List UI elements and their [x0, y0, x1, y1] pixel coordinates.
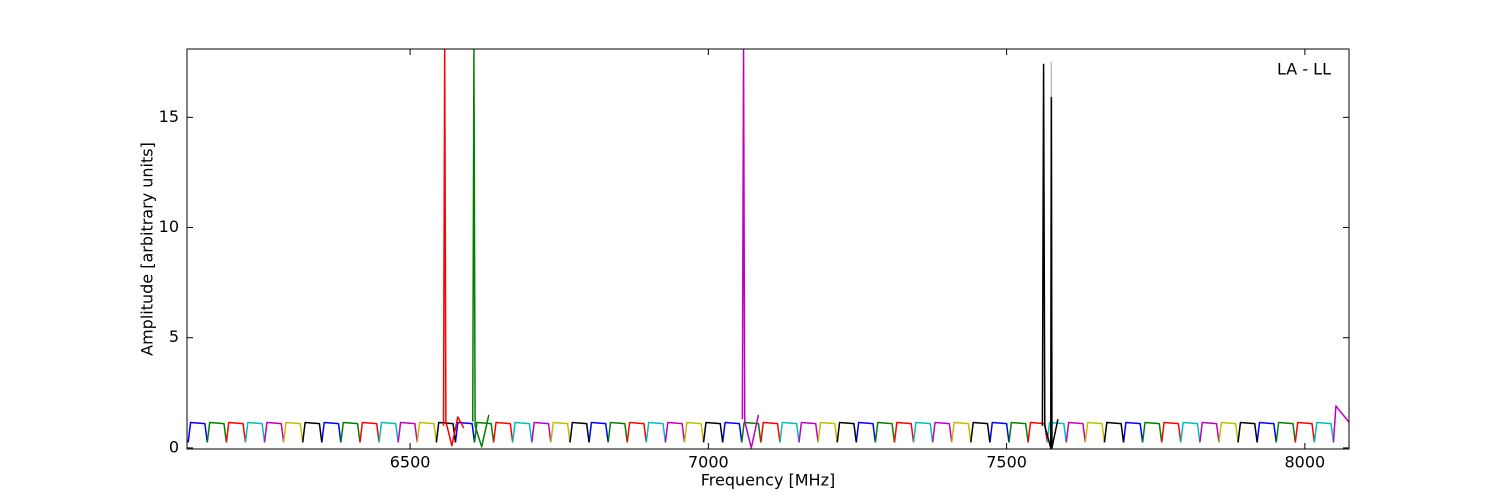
annotation: LA - LL	[1277, 60, 1331, 79]
x-axis-label: Frequency [MHz]	[701, 471, 835, 490]
spectrum-line	[1041, 63, 1059, 449]
spectrum-line	[206, 421, 1297, 443]
spectrum-line	[263, 405, 1349, 443]
x-tick-label: 7000	[688, 453, 729, 472]
y-tick-label: 10	[159, 217, 179, 236]
spectrum-line	[282, 421, 1239, 443]
y-axis-label: Amplitude [arbitrary units]	[138, 142, 157, 356]
x-tick-label: 7500	[986, 453, 1027, 472]
axes-frame	[186, 48, 1350, 450]
spectrum-line	[442, 49, 465, 447]
spectrum-line	[225, 421, 1316, 443]
x-tick-label: 8000	[1284, 453, 1325, 472]
spectrum-line	[187, 421, 1277, 443]
plot-lines	[187, 49, 1349, 449]
y-tick-label: 15	[159, 107, 179, 126]
y-tick-label: 5	[169, 327, 179, 346]
spectrum-line	[741, 49, 760, 449]
x-tick-label: 6500	[390, 453, 431, 472]
spectrum-line	[471, 49, 490, 448]
y-tick-label: 0	[169, 437, 179, 456]
